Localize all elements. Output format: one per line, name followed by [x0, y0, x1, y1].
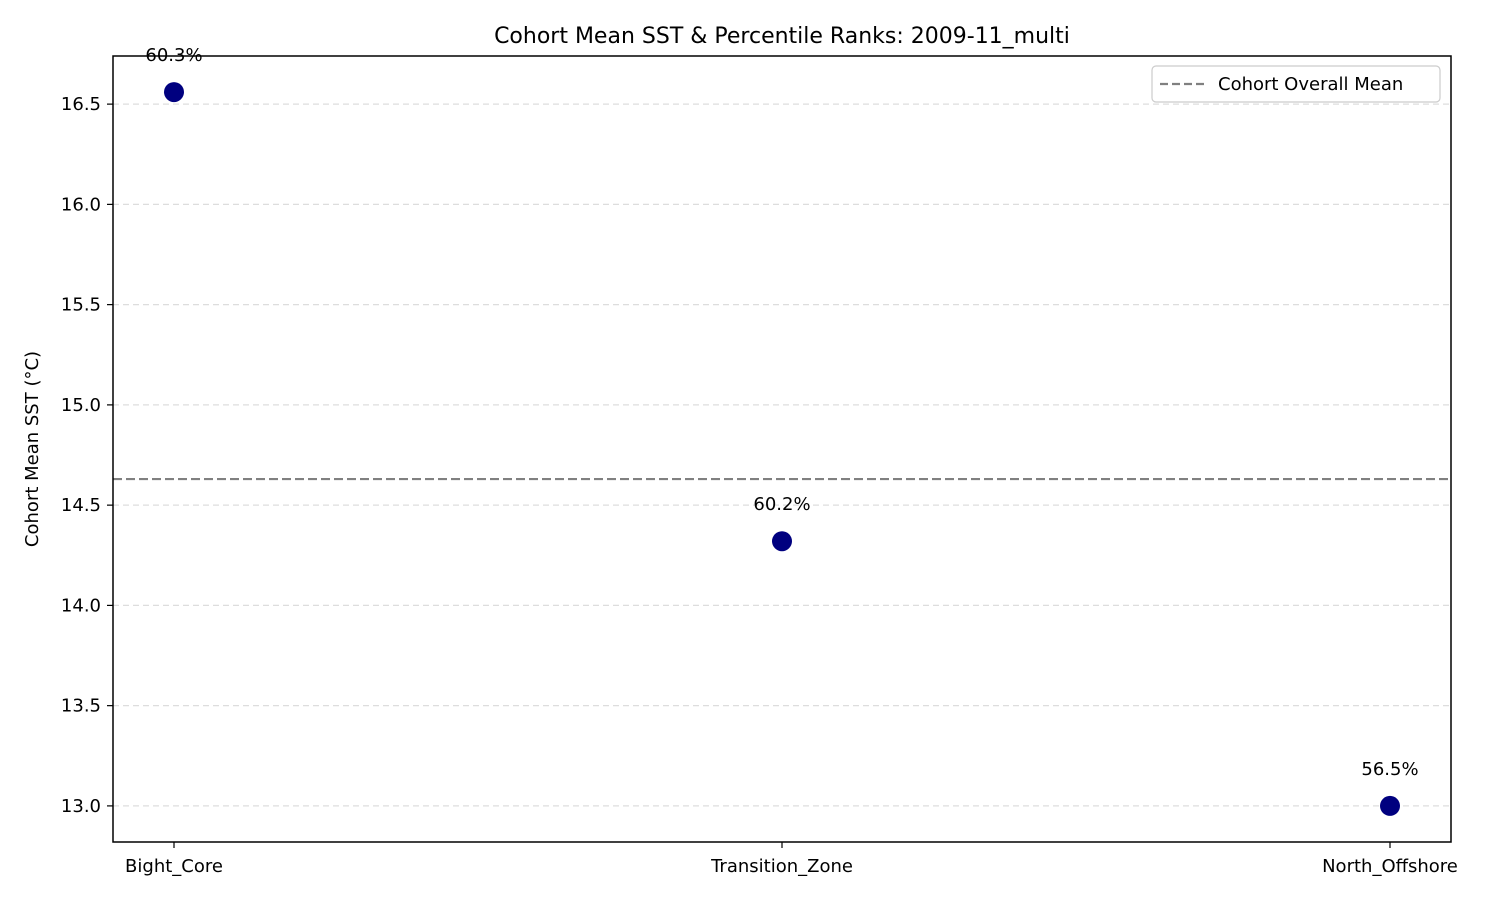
y-tick-label: 13.0	[61, 796, 101, 817]
y-tick-label: 16.5	[61, 94, 101, 115]
data-point	[164, 82, 184, 103]
y-tick-label: 15.0	[61, 395, 101, 416]
x-axis: Bight_Core Transition_Zone North_Offshore	[125, 842, 1458, 877]
data-point-label: 60.2%	[753, 494, 810, 515]
data-point-label: 56.5%	[1361, 759, 1418, 780]
y-tick-label: 14.0	[61, 595, 101, 616]
chart-title: Cohort Mean SST & Percentile Ranks: 2009…	[494, 24, 1070, 49]
data-point-label: 60.3%	[145, 45, 202, 66]
x-tick-label: Transition_Zone	[710, 856, 853, 877]
legend-box	[1151, 65, 1441, 103]
x-tick-label: Bight_Core	[125, 856, 223, 877]
grid-layer	[113, 103, 1451, 807]
y-tick-label: 15.5	[61, 295, 101, 316]
y-axis: 13.0 13.5 14.0 14.5 15.0 15.5 16.0 16.5	[61, 94, 113, 817]
y-tick-label: 14.5	[61, 495, 101, 516]
point-labels-layer: 60.3% 60.2% 56.5%	[145, 45, 1418, 780]
y-tick-label: 13.5	[61, 696, 101, 717]
legend: Cohort Overall Mean	[1151, 65, 1441, 103]
x-tick-label: North_Offshore	[1322, 856, 1458, 877]
legend-label: Cohort Overall Mean	[1218, 74, 1403, 95]
points-layer	[164, 82, 1400, 816]
data-point	[1380, 795, 1400, 816]
data-point	[772, 531, 792, 552]
y-axis-label: Cohort Mean SST (°C)	[22, 351, 43, 547]
y-tick-label: 16.0	[61, 194, 101, 215]
